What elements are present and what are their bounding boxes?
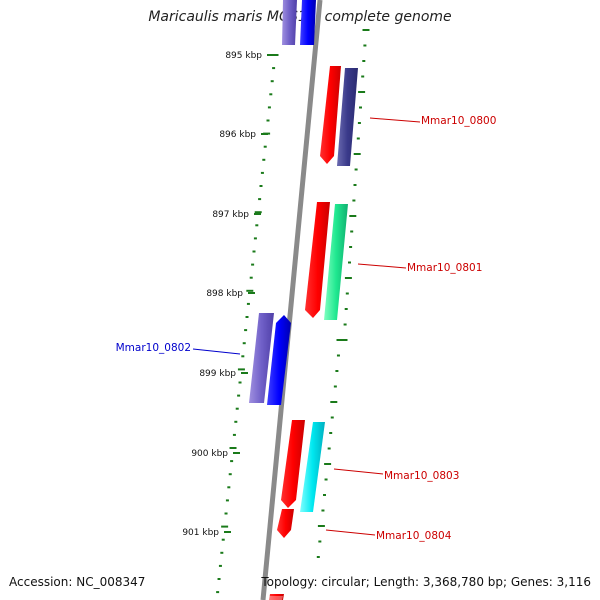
tick-label: 898 kbp xyxy=(206,289,243,299)
gene-arrow[interactable] xyxy=(282,0,297,45)
tick-marks xyxy=(216,29,370,594)
gene-arrow[interactable] xyxy=(268,596,283,600)
gene-label-leader xyxy=(333,468,384,475)
gene-arrow[interactable] xyxy=(267,315,291,405)
gene-arrow[interactable] xyxy=(320,66,341,164)
gene-label-leader xyxy=(357,263,407,269)
gene-label-leader xyxy=(192,348,241,355)
gene-arrow[interactable] xyxy=(249,313,274,403)
accession-text: Accession: NC_008347 xyxy=(9,575,146,589)
gene-label-leader xyxy=(369,117,421,123)
gene-label[interactable]: Mmar10_0804 xyxy=(376,530,452,542)
gene-label-leader xyxy=(325,529,376,536)
gene-arrow[interactable] xyxy=(277,509,294,538)
tick-label: 896 kbp xyxy=(219,130,256,140)
gene-arrow[interactable] xyxy=(337,68,358,166)
tick-label: 895 kbp xyxy=(225,51,262,61)
gene-arrow[interactable] xyxy=(305,202,330,318)
genome-backbone xyxy=(260,0,323,600)
gene-label[interactable]: Mmar10_0801 xyxy=(407,262,482,274)
gene-label[interactable]: Mmar10_0802 xyxy=(116,342,191,354)
tick-label: 901 kbp xyxy=(182,528,219,538)
gene-arrow[interactable] xyxy=(300,0,316,45)
genome-summary-text: Topology: circular; Length: 3,368,780 bp… xyxy=(261,575,591,589)
gene-arrow[interactable] xyxy=(324,204,348,320)
gene-label[interactable]: Mmar10_0800 xyxy=(421,115,496,127)
gene-label[interactable]: Mmar10_0803 xyxy=(384,470,459,482)
tick-label: 897 kbp xyxy=(212,210,249,220)
map-title: Maricaulis maris MCS10, complete genome xyxy=(148,9,452,25)
gene-labels: Mmar10_0800 Mmar10_0801 Mmar10_0802 Mmar10_… xyxy=(116,115,497,542)
gene-arrow[interactable] xyxy=(269,594,284,600)
tick-labels: 895 kbp 896 kbp 897 kbp 898 kbp 899 kbp 900 k… xyxy=(182,51,274,538)
tick-label: 900 kbp xyxy=(191,449,228,459)
gene-arrow[interactable] xyxy=(281,420,305,508)
tick-label: 899 kbp xyxy=(199,369,236,379)
gene-arrow[interactable] xyxy=(300,422,325,512)
